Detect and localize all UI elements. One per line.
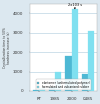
Legend: elastomer (unformulated polymer), formulated and vulcanized rubber: elastomer (unformulated polymer), formul… xyxy=(36,79,91,90)
Bar xyxy=(82,74,88,91)
Bar xyxy=(72,9,78,91)
Text: 2x103 s: 2x103 s xyxy=(68,3,82,9)
Bar xyxy=(88,31,94,91)
Bar xyxy=(33,90,39,91)
Bar xyxy=(39,88,45,91)
Bar xyxy=(49,87,55,91)
Bar xyxy=(65,56,72,91)
Y-axis label: Crystallization time to 50%
hardness increase (s): Crystallization time to 50% hardness inc… xyxy=(3,27,11,68)
Bar xyxy=(55,72,61,91)
